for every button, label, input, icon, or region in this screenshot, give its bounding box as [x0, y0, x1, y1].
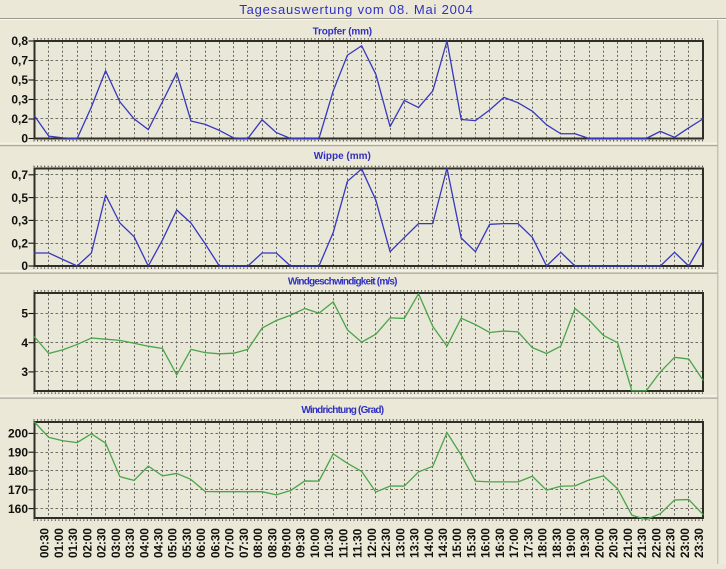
svg-text:11:30: 11:30: [352, 528, 365, 558]
svg-text:12:30: 12:30: [380, 528, 393, 558]
svg-text:Windrichtung (Grad): Windrichtung (Grad): [301, 405, 383, 416]
svg-text:21:00: 21:00: [622, 528, 635, 558]
svg-text:200: 200: [8, 427, 28, 441]
svg-text:0,7: 0,7: [11, 54, 28, 68]
svg-text:04:30: 04:30: [153, 528, 166, 558]
svg-text:3: 3: [21, 365, 28, 379]
svg-text:Tagesauswertung vom 08. Mai 20: Tagesauswertung vom 08. Mai 2004: [239, 2, 473, 17]
svg-text:170: 170: [8, 483, 28, 497]
svg-text:05:00: 05:00: [167, 528, 180, 558]
svg-text:05:30: 05:30: [181, 528, 194, 558]
svg-text:20:00: 20:00: [593, 528, 606, 558]
svg-text:16:00: 16:00: [480, 528, 493, 558]
svg-text:03:00: 03:00: [110, 528, 123, 558]
svg-text:23:30: 23:30: [693, 528, 706, 558]
svg-text:04:00: 04:00: [138, 528, 151, 558]
svg-text:14:30: 14:30: [437, 528, 450, 558]
svg-text:Windgeschwindigkeit (m/s): Windgeschwindigkeit (m/s): [288, 277, 397, 288]
svg-text:06:00: 06:00: [195, 528, 208, 558]
svg-text:4: 4: [21, 336, 28, 350]
svg-text:0,3: 0,3: [11, 93, 28, 107]
svg-text:12:00: 12:00: [366, 528, 379, 558]
svg-text:0,2: 0,2: [11, 236, 28, 250]
svg-text:09:30: 09:30: [295, 528, 308, 558]
svg-text:00:30: 00:30: [39, 528, 52, 558]
svg-text:14:00: 14:00: [423, 528, 436, 558]
svg-text:06:30: 06:30: [209, 528, 222, 558]
svg-text:17:00: 17:00: [508, 528, 521, 558]
svg-text:15:00: 15:00: [451, 528, 464, 558]
svg-text:02:30: 02:30: [96, 528, 109, 558]
svg-text:5: 5: [21, 307, 28, 321]
svg-text:18:30: 18:30: [551, 528, 564, 558]
svg-text:01:30: 01:30: [67, 528, 80, 558]
svg-text:03:30: 03:30: [124, 528, 137, 558]
svg-text:180: 180: [8, 464, 28, 478]
svg-text:20:30: 20:30: [608, 528, 621, 558]
svg-text:22:30: 22:30: [665, 528, 678, 558]
svg-text:Wippe (mm): Wippe (mm): [314, 151, 371, 162]
svg-text:160: 160: [8, 502, 28, 516]
svg-text:15:30: 15:30: [465, 528, 478, 558]
svg-text:0,7: 0,7: [11, 168, 28, 182]
svg-text:07:00: 07:00: [224, 528, 237, 558]
svg-text:09:00: 09:00: [281, 528, 294, 558]
svg-text:10:00: 10:00: [309, 528, 322, 558]
svg-text:16:30: 16:30: [494, 528, 507, 558]
svg-text:0,8: 0,8: [11, 34, 28, 48]
svg-text:19:00: 19:00: [565, 528, 578, 558]
svg-text:08:00: 08:00: [252, 528, 265, 558]
svg-text:0,2: 0,2: [11, 112, 28, 126]
svg-text:0,5: 0,5: [11, 191, 28, 205]
svg-text:0,5: 0,5: [11, 73, 28, 87]
svg-text:23:00: 23:00: [679, 528, 692, 558]
svg-text:13:30: 13:30: [409, 528, 422, 558]
svg-text:0: 0: [21, 259, 28, 273]
svg-text:11:00: 11:00: [337, 528, 350, 558]
svg-text:Tropfer (mm): Tropfer (mm): [313, 27, 372, 38]
svg-text:21:30: 21:30: [636, 528, 649, 558]
svg-text:01:00: 01:00: [53, 528, 66, 558]
svg-text:0: 0: [21, 132, 28, 146]
svg-text:10:30: 10:30: [323, 528, 336, 558]
svg-text:0,3: 0,3: [11, 214, 28, 228]
svg-text:17:30: 17:30: [522, 528, 535, 558]
svg-text:13:00: 13:00: [394, 528, 407, 558]
svg-text:02:00: 02:00: [81, 528, 94, 558]
svg-text:22:00: 22:00: [650, 528, 663, 558]
svg-text:190: 190: [8, 445, 28, 459]
svg-text:18:00: 18:00: [537, 528, 550, 558]
svg-text:07:30: 07:30: [238, 528, 251, 558]
svg-text:19:30: 19:30: [579, 528, 592, 558]
svg-text:08:30: 08:30: [266, 528, 279, 558]
